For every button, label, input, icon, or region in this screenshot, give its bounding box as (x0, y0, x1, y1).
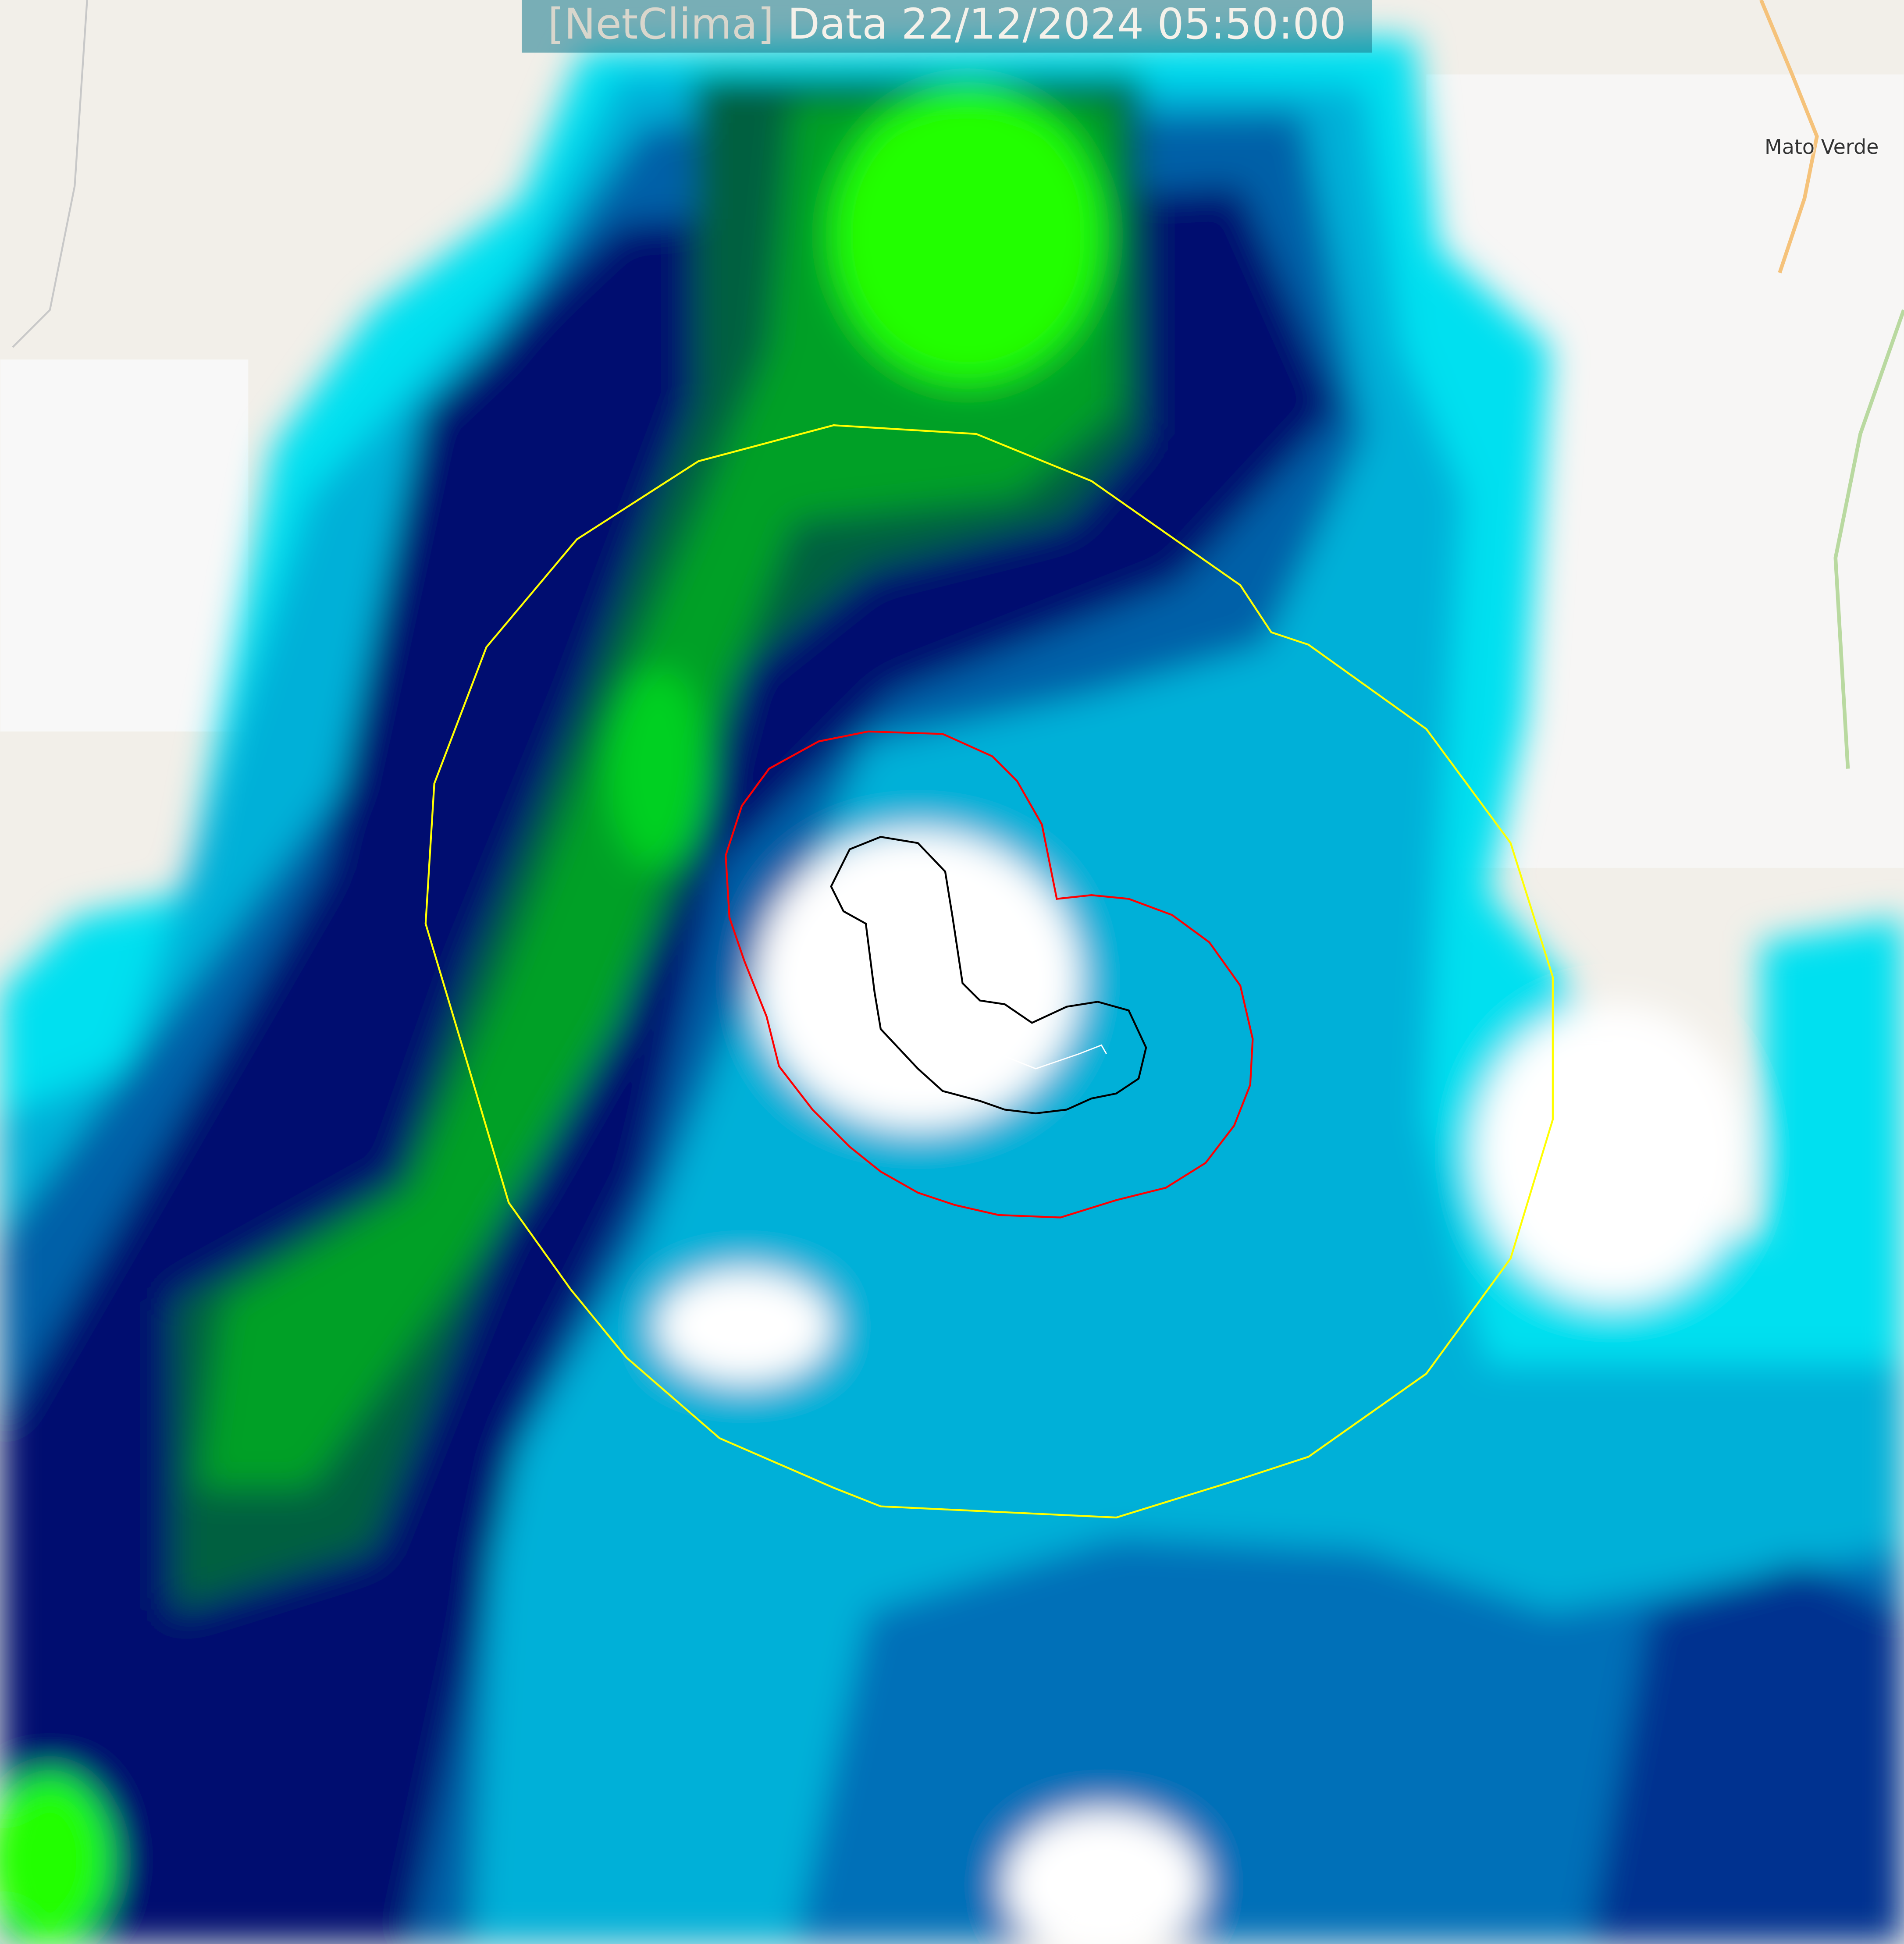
timestamp-label: Data 22/12/2024 05:50:00 (787, 0, 1346, 49)
range-rings (424, 424, 1554, 1519)
road (1759, 0, 1819, 274)
map-title: [NetClima] Data 22/12/2024 05:50:00 (522, 0, 1372, 53)
outer-range-ring (424, 424, 1554, 1519)
radar-reflectivity (0, 37, 1904, 1944)
place-label: Mato Verde (1765, 135, 1879, 159)
road (1833, 309, 1904, 769)
inner-range-ring (830, 836, 1147, 1115)
middle-range-ring (725, 730, 1254, 1219)
storm-track (874, 877, 1107, 1070)
brand-label: [NetClima] (548, 0, 774, 49)
river (12, 0, 88, 348)
